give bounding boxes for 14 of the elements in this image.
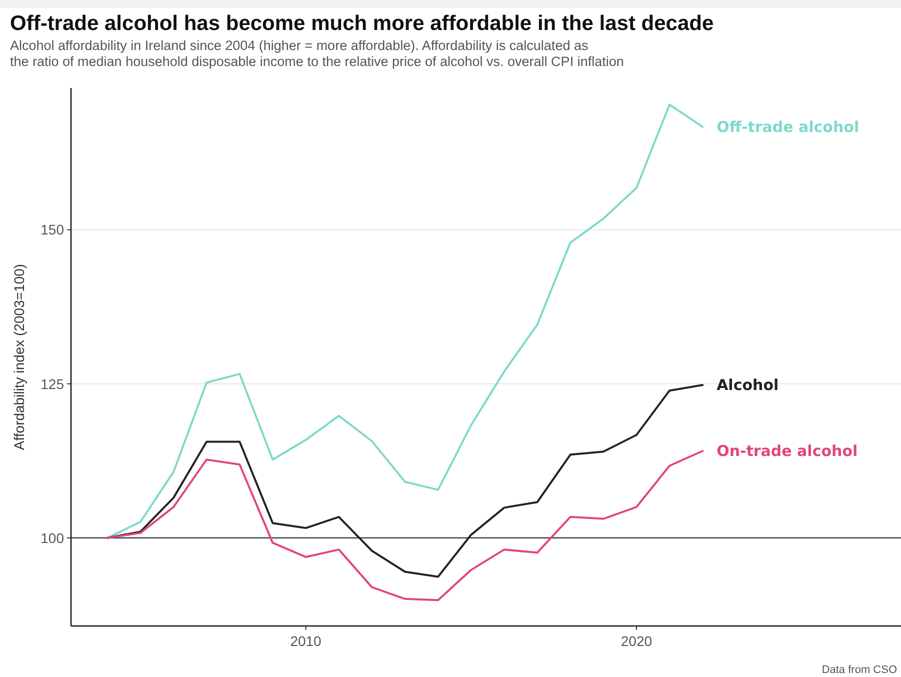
series-label: Alcohol xyxy=(716,376,779,394)
chart-title: Off-trade alcohol has become much more affordable in the last decade xyxy=(10,12,714,35)
chart-subtitle: Alcohol affordability in Ireland since 2004 (higher = more affordable). Affordability is calculated as the ratio of median household disposable income to the relative price of alcohol vs. overall CPI inflation xyxy=(10,38,624,69)
y-axis-title: Affordability index (2003=100) xyxy=(11,264,27,450)
x-tick-label: 2010 xyxy=(290,633,322,649)
y-tick-label: 150 xyxy=(40,222,64,238)
y-tick-label: 100 xyxy=(40,530,64,546)
x-tick-label: 2020 xyxy=(620,633,652,649)
line-series xyxy=(106,450,704,602)
y-tick-label: 125 xyxy=(40,376,64,392)
line-series xyxy=(106,104,704,539)
series-label: On-trade alcohol xyxy=(716,442,858,460)
text: Data from CSO xyxy=(822,664,898,676)
series-label: Off-trade alcohol xyxy=(716,118,860,136)
